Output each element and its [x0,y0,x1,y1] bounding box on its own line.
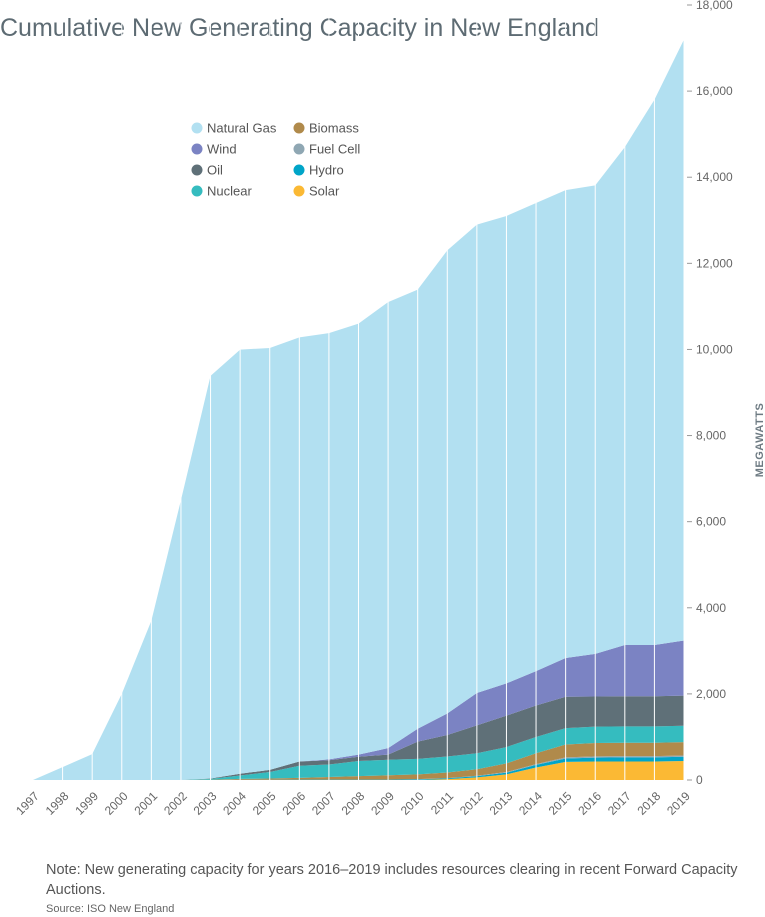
x-tick-label: 1999 [72,789,101,818]
area-wind [33,640,684,780]
x-tick-label: 1998 [43,789,72,818]
legend-swatch [293,185,305,197]
chart-note: Note: New generating capacity for years … [46,862,738,898]
area-oil [33,695,684,780]
legend-label: Biomass [309,121,359,136]
y-tick-label: 10,000 [696,342,733,356]
area-hydro [33,756,684,780]
x-tick-label: 2017 [605,789,634,818]
legend-label: Oil [207,163,223,178]
x-tick-label: 2018 [635,789,664,818]
x-tick-label: 2016 [575,789,604,818]
legend-swatch [191,164,203,176]
legend-label: Wind [207,142,237,157]
legend-label: Natural Gas [207,121,277,136]
y-tick-label: 16,000 [696,84,733,98]
chart-source: Source: ISO New England [46,903,175,915]
y-axis-tick-labels: 0 2,000 4,000 6,000 8,000 10,000 12,000 14,000 1… [687,0,733,787]
legend-item-wind: Wind [191,142,237,157]
x-tick-label: 2000 [102,789,131,818]
y-tick-label: 8,000 [696,429,726,443]
x-tick-label: 2014 [516,789,545,818]
y-tick-label: 0 [696,773,703,787]
legend-swatch [191,143,203,155]
area-biomass [33,742,684,780]
x-tick-label: 1997 [13,789,42,818]
legend-swatch [293,143,305,155]
y-tick-label: 12,000 [696,256,733,270]
vertical-gridlines [62,5,685,780]
x-tick-label: 2006 [279,789,308,818]
legend-item-fuel-cell: Fuel Cell [293,142,360,157]
legend-swatch [191,185,203,197]
x-tick-label: 2010 [398,789,427,818]
legend-label: Nuclear [207,184,252,199]
legend-label: Hydro [309,163,344,178]
x-tick-label: 2003 [191,789,220,818]
area-solar [33,761,684,780]
y-tick-label: 18,000 [696,0,733,12]
legend-label: Solar [309,184,340,199]
x-tick-label: 2012 [457,789,486,818]
x-tick-label: 2015 [546,789,575,818]
legend-item-biomass: Biomass [293,121,359,136]
legend-item-oil: Oil [191,163,223,178]
legend-item-hydro: Hydro [293,163,344,178]
x-tick-label: 2019 [664,789,693,818]
x-tick-label: 2009 [368,789,397,818]
x-tick-label: 2011 [428,789,456,817]
legend-swatch [191,122,203,134]
legend: Natural Gas Wind Oil Nuclear Biomass Fuel Cel… [191,121,360,199]
y-tick-label: 6,000 [696,515,726,529]
legend-item-solar: Solar [293,184,340,199]
legend-item-nuclear: Nuclear [191,184,252,199]
x-tick-label: 2002 [161,789,190,818]
x-axis-tick-labels: 1997 1998 1999 2000 2001 2002 2003 2004 2005 2006… [13,789,693,818]
capacity-area-chart: 1997 1998 1999 2000 2001 2002 2003 2004 2005 2006… [13,0,765,818]
x-tick-label: 2008 [339,789,368,818]
x-tick-label: 2007 [309,789,338,818]
legend-swatch [293,122,305,134]
legend-item-natural-gas: Natural Gas [191,121,277,136]
legend-label: Fuel Cell [309,142,360,157]
x-tick-label: 2013 [487,789,516,818]
legend-swatch [293,164,305,176]
x-tick-label: 2005 [250,789,279,818]
y-tick-label: 4,000 [696,601,726,615]
y-tick-label: 14,000 [696,170,733,184]
y-axis-label: MEGAWATTS [754,403,765,478]
x-tick-label: 2001 [131,789,160,818]
y-tick-label: 2,000 [696,687,726,701]
x-tick-label: 2004 [220,789,249,818]
